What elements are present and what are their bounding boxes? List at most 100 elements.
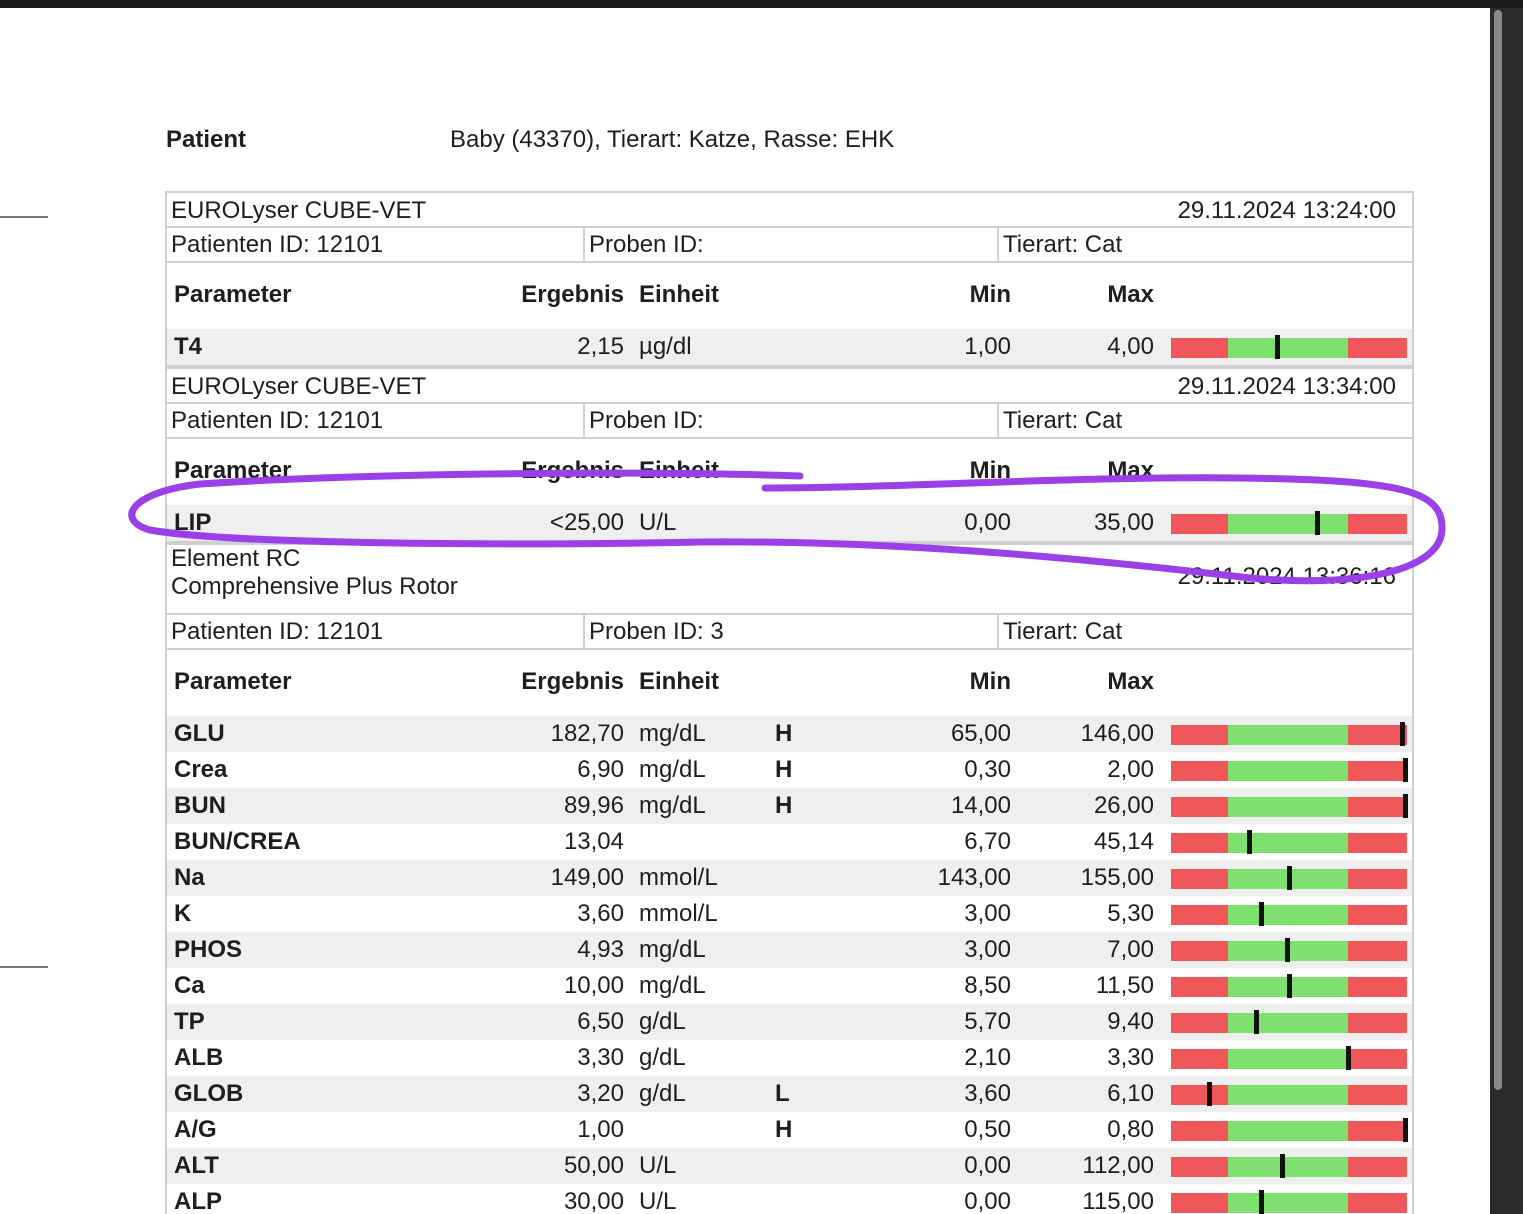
min-value: 0,00	[964, 1152, 1011, 1179]
max-value: 5,30	[1107, 900, 1154, 927]
min-value: 3,60	[964, 1080, 1011, 1107]
range-marker	[1315, 511, 1321, 535]
patient-id: Patienten ID: 12101	[171, 407, 384, 434]
range-marker	[1402, 758, 1408, 782]
col-result: Ergebnis	[521, 668, 624, 695]
report-page: Patient Baby (43370), Tierart: Katze, Ra…	[0, 8, 1490, 1214]
range-normal-zone	[1228, 514, 1348, 534]
max-value: 6,10	[1107, 1080, 1154, 1107]
unit: U/L	[639, 509, 677, 536]
device-header: EUROLyser CUBE-VET 29.11.2024 13:24:00	[165, 191, 1414, 228]
range-marker	[1284, 938, 1290, 962]
param-name: BUN	[174, 792, 226, 819]
col-parameter: Parameter	[174, 668, 292, 695]
range-marker	[1279, 1154, 1285, 1178]
min-value: 14,00	[950, 792, 1011, 819]
range-low-zone	[1171, 977, 1228, 997]
range-normal-zone	[1228, 797, 1348, 817]
range-low-zone	[1171, 833, 1228, 853]
col-parameter: Parameter	[174, 281, 292, 308]
range-marker	[1400, 722, 1406, 746]
range-marker	[1287, 974, 1292, 998]
result-value: 30,00	[563, 1188, 624, 1214]
max-value: 115,00	[1082, 1188, 1154, 1214]
table-header: Parameter Ergebnis Einheit Min Max	[167, 263, 1412, 329]
table-row: BUN 89,96 mg/dL H 14,00 26,00	[167, 788, 1412, 824]
param-name: Crea	[174, 756, 228, 783]
range-marker	[1287, 866, 1292, 890]
unit: g/dL	[639, 1008, 686, 1035]
min-value: 0,30	[964, 756, 1011, 783]
result-value: 1,00	[577, 1116, 624, 1143]
range-high-zone	[1348, 1157, 1407, 1177]
range-high-zone	[1348, 725, 1407, 745]
range-marker	[1402, 1118, 1408, 1142]
sample-id: Proben ID:	[583, 228, 704, 261]
range-low-zone	[1171, 1193, 1228, 1213]
result-value: 10,00	[563, 972, 624, 999]
param-name: ALT	[174, 1152, 219, 1179]
range-low-zone	[1171, 338, 1228, 358]
result-value: 149,00	[550, 864, 624, 891]
range-low-zone	[1171, 725, 1228, 745]
max-value: 2,00	[1107, 756, 1154, 783]
patient-label: Patient	[166, 126, 247, 153]
unit: mg/dL	[639, 756, 706, 783]
param-name: ALP	[174, 1188, 222, 1214]
species: Tierart: Cat	[997, 228, 1122, 261]
col-parameter: Parameter	[174, 457, 292, 484]
col-max: Max	[1107, 457, 1154, 484]
param-name: LIP	[174, 509, 212, 536]
sample-id: Proben ID:	[583, 404, 704, 437]
range-bar	[1171, 1010, 1407, 1034]
id-row: Patienten ID: 12101 Proben ID: Tierart: Ca…	[165, 404, 1414, 439]
result-value: 3,60	[577, 900, 624, 927]
param-name: TP	[174, 1008, 205, 1035]
range-low-zone	[1171, 905, 1228, 925]
table-row: PHOS 4,93 mg/dL 3,00 7,00	[167, 932, 1412, 968]
max-value: 3,30	[1107, 1044, 1154, 1071]
range-high-zone	[1348, 1085, 1407, 1105]
scrollbar-thumb[interactable]	[1494, 10, 1502, 1090]
range-low-zone	[1171, 1085, 1228, 1105]
col-min: Min	[969, 457, 1011, 484]
result-value: 6,50	[577, 1008, 624, 1035]
range-high-zone	[1348, 941, 1407, 961]
table-row: ALP 30,00 U/L 0,00 115,00	[167, 1184, 1412, 1214]
col-min: Min	[969, 281, 1011, 308]
table-body: GLU 182,70 mg/dL H 65,00 146,00 Crea 6,90 mg/dL H…	[167, 716, 1412, 1214]
range-high-zone	[1348, 977, 1407, 997]
col-unit: Einheit	[639, 668, 720, 695]
table-row: K 3,60 mmol/L 3,00 5,30	[167, 896, 1412, 932]
sample-id: Proben ID: 3	[583, 615, 724, 648]
table-row: BUN/CREA 13,04 6,70 45,14	[167, 824, 1412, 860]
id-row: Patienten ID: 12101 Proben ID: Tierart: Ca…	[165, 228, 1414, 263]
range-normal-zone	[1228, 905, 1348, 925]
unit: mmol/L	[639, 864, 718, 891]
table-row: ALB 3,30 g/dL 2,10 3,30	[167, 1040, 1412, 1076]
range-bar	[1171, 1082, 1407, 1106]
unit: µg/dl	[639, 333, 692, 360]
range-high-zone	[1348, 1049, 1407, 1069]
range-normal-zone	[1228, 1013, 1348, 1033]
table-row: Crea 6,90 mg/dL H 0,30 2,00	[167, 752, 1412, 788]
table-header: Parameter Ergebnis Einheit Min Max	[167, 439, 1412, 505]
max-value: 11,50	[1095, 972, 1154, 999]
min-value: 143,00	[937, 864, 1011, 891]
range-bar	[1171, 866, 1407, 890]
range-marker	[1246, 830, 1252, 854]
param-name: Na	[174, 864, 205, 891]
timestamp: 29.11.2024 13:36:16	[1177, 563, 1396, 590]
max-value: 155,00	[1080, 864, 1154, 891]
min-value: 3,00	[964, 900, 1011, 927]
param-name: GLU	[174, 720, 225, 747]
range-high-zone	[1348, 338, 1407, 358]
range-bar	[1171, 938, 1407, 962]
param-name: ALB	[174, 1044, 224, 1071]
col-unit: Einheit	[639, 457, 720, 484]
table-header: Parameter Ergebnis Einheit Min Max	[167, 650, 1412, 716]
margin-mark	[0, 216, 48, 218]
device-name: EUROLyser CUBE-VET	[171, 373, 427, 400]
range-bar	[1171, 1118, 1408, 1142]
param-name: T4	[174, 333, 203, 360]
